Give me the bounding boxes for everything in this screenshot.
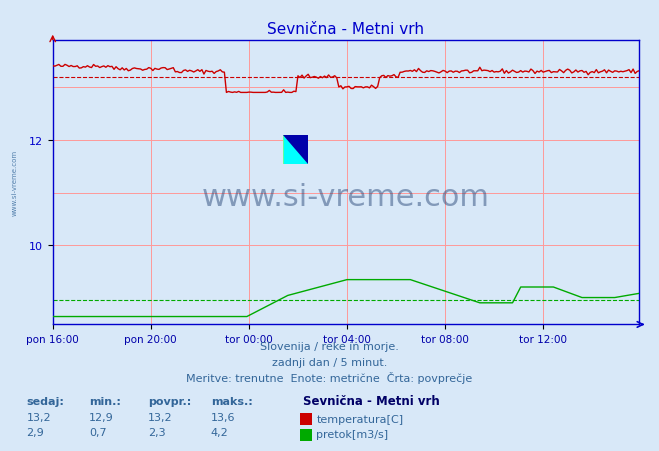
Text: sedaj:: sedaj:: [26, 396, 64, 405]
Text: 13,2: 13,2: [26, 412, 51, 422]
Text: 0,7: 0,7: [89, 427, 107, 437]
Title: Sevnična - Metni vrh: Sevnična - Metni vrh: [268, 22, 424, 37]
Text: pretok[m3/s]: pretok[m3/s]: [316, 429, 388, 439]
Text: www.si-vreme.com: www.si-vreme.com: [202, 182, 490, 212]
Text: 2,9: 2,9: [26, 427, 44, 437]
Text: 12,9: 12,9: [89, 412, 114, 422]
Text: www.si-vreme.com: www.si-vreme.com: [12, 150, 18, 216]
Text: 2,3: 2,3: [148, 427, 166, 437]
Text: Sevnična - Metni vrh: Sevnična - Metni vrh: [303, 394, 440, 407]
Text: 13,2: 13,2: [148, 412, 173, 422]
Text: povpr.:: povpr.:: [148, 396, 192, 405]
Text: Slovenija / reke in morje.: Slovenija / reke in morje.: [260, 341, 399, 351]
Text: 4,2: 4,2: [211, 427, 229, 437]
Polygon shape: [283, 135, 308, 165]
Text: zadnji dan / 5 minut.: zadnji dan / 5 minut.: [272, 357, 387, 367]
Polygon shape: [283, 135, 308, 165]
Text: Meritve: trenutne  Enote: metrične  Črta: povprečje: Meritve: trenutne Enote: metrične Črta: …: [186, 371, 473, 383]
Text: min.:: min.:: [89, 396, 121, 405]
Text: 13,6: 13,6: [211, 412, 235, 422]
Text: temperatura[C]: temperatura[C]: [316, 414, 403, 423]
Text: maks.:: maks.:: [211, 396, 252, 405]
